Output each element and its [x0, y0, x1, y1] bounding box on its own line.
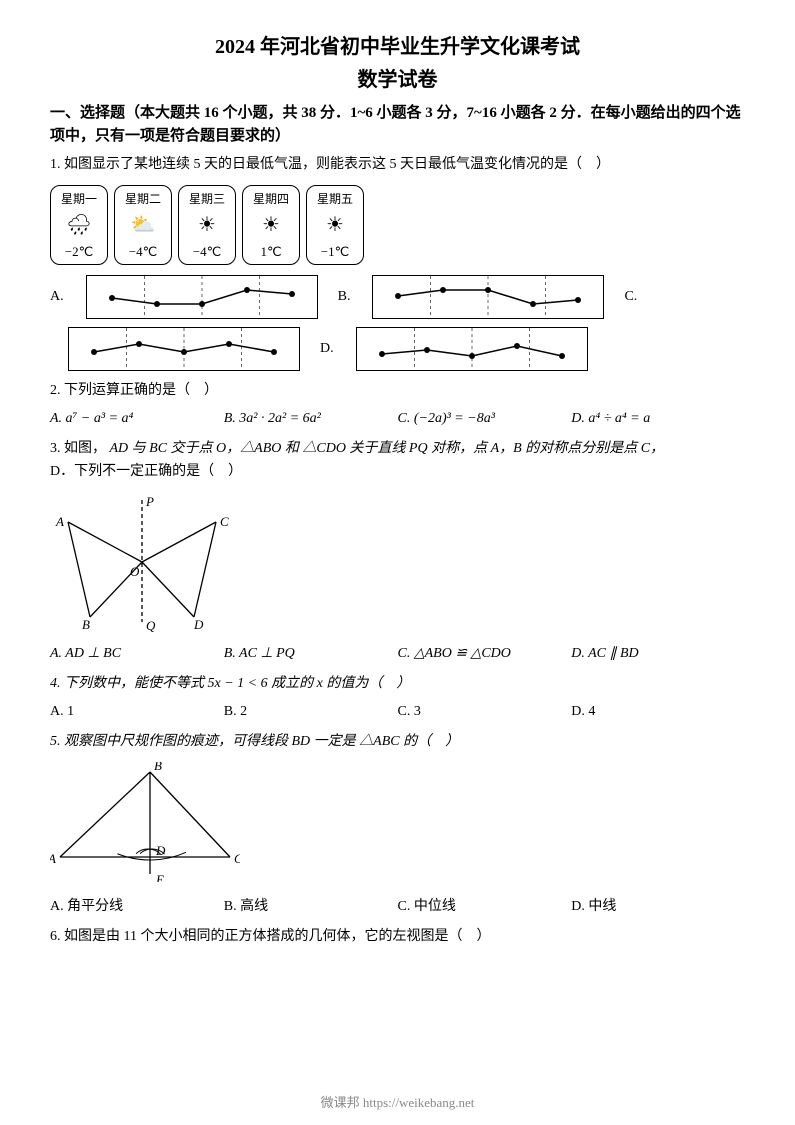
weather-day: 星期一 [61, 190, 97, 207]
weather-day: 星期二 [125, 190, 161, 207]
q4-text-span: 4. 下列数中，能使不等式 5x − 1 < 6 成立的 x 的值为（ ） [50, 676, 410, 691]
svg-text:A: A [55, 514, 64, 529]
q1-chart-c [68, 327, 300, 371]
q3-opt-c: C. △ABO ≌ △CDO [398, 646, 511, 661]
q5-text-span: 5. 观察图中尺规作图的痕迹，可得线段 BD 一定是 △ABC 的（ ） [50, 734, 459, 749]
q2-opt-b: B. 3a² · 2a² = 6a² [224, 411, 321, 426]
q2-text: 2. 下列运算正确的是（ ） [50, 379, 745, 403]
q2-options: A. a⁷ − a³ = a⁴ B. 3a² · 2a² = 6a² C. (−… [50, 411, 745, 427]
weather-card: 星期五 ☀ −1℃ [306, 185, 364, 265]
q4-opt-b: B. 2 [224, 704, 398, 720]
svg-text:Q: Q [146, 618, 156, 632]
q1-chart-b [372, 275, 604, 319]
q3-opt-a: A. AD ⊥ BC [50, 646, 121, 661]
q2-opt-d: D. a⁴ ÷ a⁴ = a [571, 411, 650, 426]
q5-opt-d: D. 中线 [571, 895, 745, 915]
svg-text:A: A [50, 851, 56, 866]
weather-day: 星期五 [317, 190, 353, 207]
rain-icon: 🌧 [66, 215, 91, 235]
svg-text:C: C [220, 514, 229, 529]
q4-opt-a: A. 1 [50, 704, 224, 720]
q5-figure: A B C D E [50, 762, 745, 887]
svg-text:B: B [82, 617, 90, 632]
option-label-d: D. [320, 341, 334, 357]
q6-text: 6. 如图是由 11 个大小相同的正方体搭成的几何体，它的左视图是（ ） [50, 925, 745, 949]
sun-icon: ☀ [262, 215, 280, 235]
svg-text:O: O [130, 564, 140, 579]
q4-opt-c: C. 3 [398, 704, 572, 720]
exam-page: 2024 年河北省初中毕业生升学文化课考试 数学试卷 一、选择题（本大题共 16… [0, 0, 795, 1125]
q1-text: 1. 如图显示了某地连续 5 天的日最低气温，则能表示这 5 天日最低气温变化情… [50, 153, 745, 177]
cloud-sun-icon: ⛅ [131, 215, 156, 235]
page-title-1: 2024 年河北省初中毕业生升学文化课考试 [50, 30, 745, 59]
q2-opt-a: A. a⁷ − a³ = a⁴ [50, 411, 133, 426]
weather-temp: −1℃ [321, 244, 349, 260]
sun-icon: ☀ [326, 215, 344, 235]
q3-text-line2: D．下列不一定正确的是（ ） [50, 464, 242, 479]
page-footer: 微课邦 https://weikebang.net [0, 1092, 795, 1111]
weather-card: 星期三 ☀ −4℃ [178, 185, 236, 265]
weather-card: 星期二 ⛅ −4℃ [114, 185, 172, 265]
weather-temp: −4℃ [129, 244, 157, 260]
q1-options-row1: A. B. C. [50, 275, 745, 319]
q1-chart-a [86, 275, 318, 319]
svg-text:B: B [154, 762, 162, 773]
q2-opt-c: C. (−2a)³ = −8a³ [398, 411, 495, 426]
page-title-2: 数学试卷 [50, 63, 745, 92]
q1-chart-d [356, 327, 588, 371]
svg-text:D: D [193, 617, 204, 632]
q4-opt-d: D. 4 [571, 704, 745, 720]
q5-opt-c: C. 中位线 [398, 895, 572, 915]
q5-opt-b: B. 高线 [224, 895, 398, 915]
q3-text-mid: AD 与 BC 交于点 O，△ABO 和 △CDO 关于直线 PQ 对称，点 A… [110, 441, 665, 456]
section-heading: 一、选择题（本大题共 16 个小题，共 38 分．1~6 小题各 3 分，7~1… [50, 102, 745, 147]
q4-options: A. 1 B. 2 C. 3 D. 4 [50, 704, 745, 720]
q5-text: 5. 观察图中尺规作图的痕迹，可得线段 BD 一定是 △ABC 的（ ） [50, 730, 745, 754]
weather-temp: −2℃ [65, 244, 93, 260]
svg-text:E: E [155, 872, 164, 882]
weather-card: 星期一 🌧 −2℃ [50, 185, 108, 265]
option-label-a: A. [50, 289, 64, 305]
weather-card: 星期四 ☀ 1℃ [242, 185, 300, 265]
q5-opt-a: A. 角平分线 [50, 895, 224, 915]
q5-options: A. 角平分线 B. 高线 C. 中位线 D. 中线 [50, 895, 745, 915]
q3-figure: A B C D O P Q [50, 492, 745, 637]
option-label-c: C. [624, 289, 637, 305]
q1-options-row2: D. [50, 327, 745, 371]
svg-text:P: P [145, 494, 154, 509]
svg-text:D: D [155, 843, 166, 858]
q3-text: 3. 如图， AD 与 BC 交于点 O，△ABO 和 △CDO 关于直线 PQ… [50, 437, 745, 485]
q3-opt-b: B. AC ⊥ PQ [224, 646, 295, 661]
svg-text:C: C [234, 851, 240, 866]
q4-text: 4. 下列数中，能使不等式 5x − 1 < 6 成立的 x 的值为（ ） [50, 672, 745, 696]
q3-opt-d: D. AC ∥ BD [571, 646, 638, 661]
option-label-b: B. [338, 289, 351, 305]
weather-day: 星期三 [189, 190, 225, 207]
weather-day: 星期四 [253, 190, 289, 207]
weather-temp: −4℃ [193, 244, 221, 260]
q3-text-pre: 3. 如图， [50, 441, 106, 456]
q3-options: A. AD ⊥ BC B. AC ⊥ PQ C. △ABO ≌ △CDO D. … [50, 645, 745, 662]
sun-icon: ☀ [198, 215, 216, 235]
q1-weather-row: 星期一 🌧 −2℃ 星期二 ⛅ −4℃ 星期三 ☀ −4℃ 星期四 ☀ 1℃ 星… [50, 185, 745, 265]
weather-temp: 1℃ [260, 244, 281, 260]
